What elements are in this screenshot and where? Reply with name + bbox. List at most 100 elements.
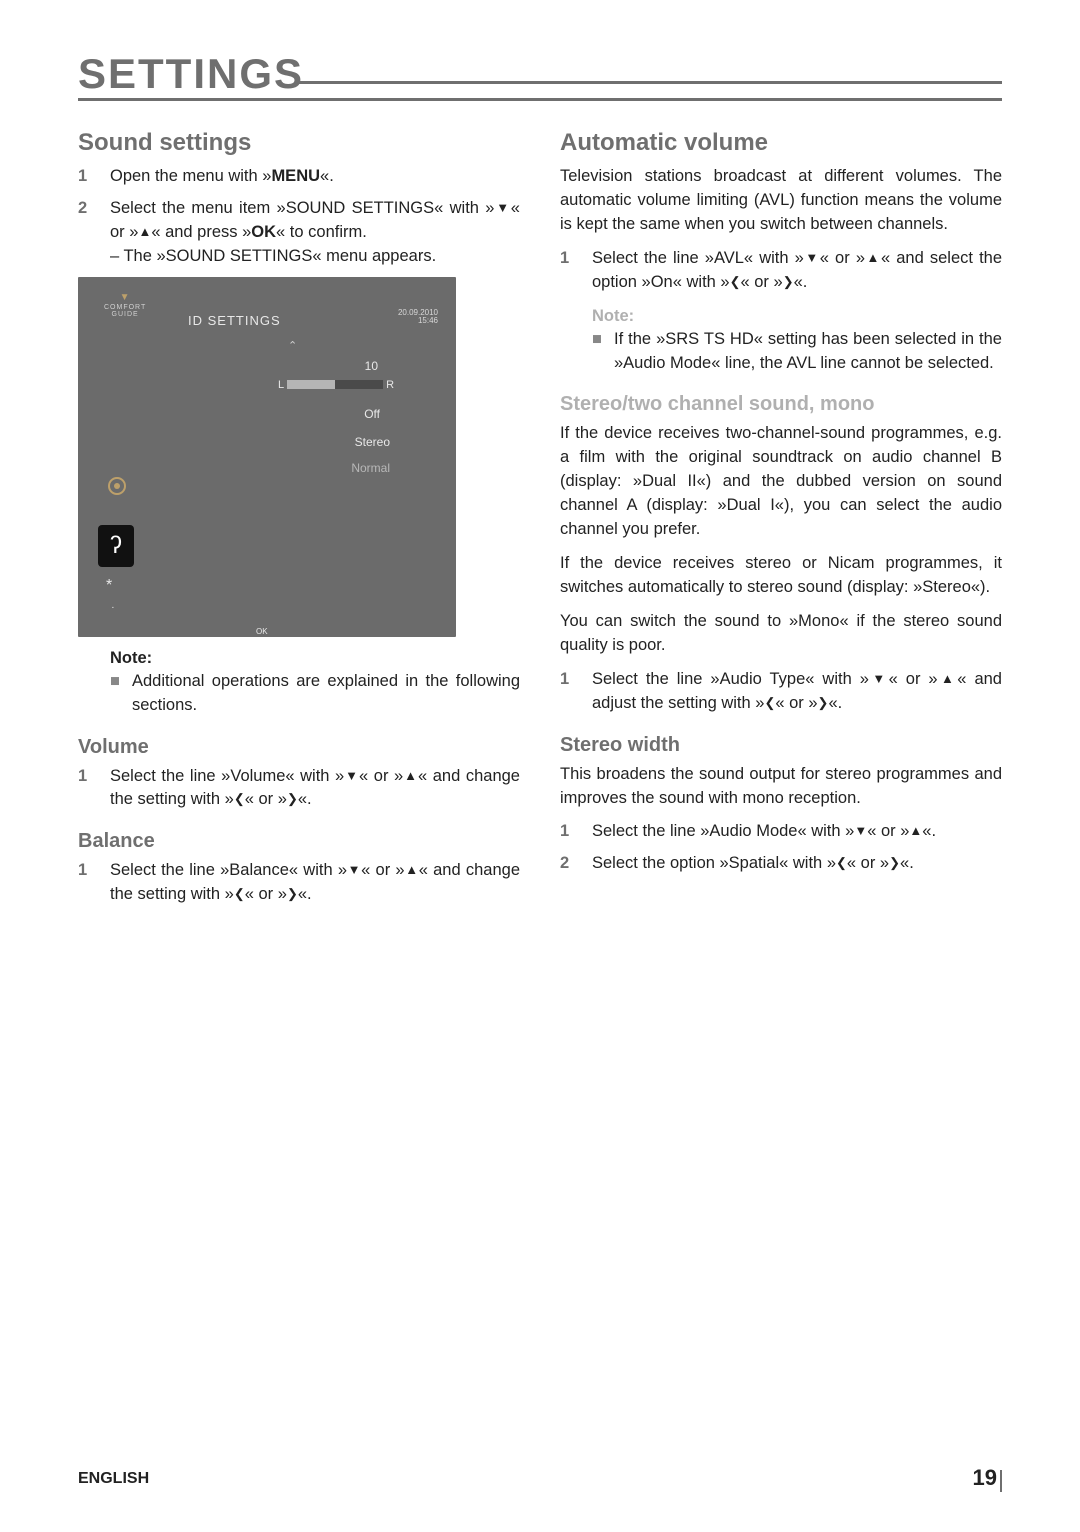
ok-key: OK (251, 223, 276, 241)
footer-language: ENGLISH (78, 1470, 149, 1488)
right-icon: ❯ (783, 274, 794, 289)
text: « or » (847, 854, 889, 872)
step-number: 2 (78, 197, 96, 269)
text: «. (794, 273, 808, 291)
right-icon: ❯ (889, 856, 900, 871)
text: GUIDE (112, 311, 139, 318)
osd-balance-bar: L R (278, 379, 394, 391)
osd-value: Normal (351, 461, 390, 475)
text: « or » (820, 249, 865, 267)
text: «. (900, 854, 914, 872)
stereo-width-heading: Stereo width (560, 734, 1002, 757)
step-number: 1 (78, 859, 96, 907)
up-icon: ▲ (909, 824, 922, 839)
text: 15:46 (418, 316, 438, 325)
right-icon: ❯ (287, 887, 298, 902)
automatic-volume-text: Television stations broadcast at differe… (560, 165, 1002, 237)
text: Select the line »Audio Mode« with » (592, 822, 854, 840)
bullet-icon: ■ (592, 328, 604, 376)
text: «. (298, 885, 312, 903)
right-column: Automatic volume Television stations bro… (560, 129, 1002, 915)
comfort-guide-logo: COMFORT GUIDE (104, 293, 146, 318)
page-title: SETTINGS (78, 50, 1002, 101)
step-number: 1 (560, 820, 578, 844)
right-icon: ❯ (818, 695, 829, 710)
text: Select the line »Volume« with » (110, 767, 344, 785)
osd-header: ID SETTINGS (188, 313, 281, 328)
text: « or » (361, 861, 404, 879)
text: Select the line »Balance« with » (110, 861, 347, 879)
left-icon: ❮ (836, 856, 847, 871)
stereo-p1: If the device receives two-channel-sound… (560, 422, 1002, 542)
text: «. (922, 822, 936, 840)
step-number: 2 (560, 852, 578, 876)
left-icon: ❮ (234, 792, 245, 807)
down-icon: ▼ (854, 824, 867, 839)
down-icon: ▼ (494, 200, 510, 215)
ear-icon: ʔ (98, 525, 134, 567)
text: Select the line »Audio Type« with » (592, 670, 869, 688)
footer-page-number: 19 (973, 1465, 1002, 1492)
text: « or » (889, 670, 938, 688)
text: « and press » (151, 223, 251, 241)
osd-row-normal: Normal (188, 461, 438, 475)
osd-datetime: 20.09.2010 15:46 (398, 309, 438, 327)
volume-heading: Volume (78, 736, 520, 759)
text: Select the line »AVL« with » (592, 249, 804, 267)
step-body: Select the line »Audio Type« with »▼« or… (592, 668, 1002, 716)
note-text: If the »SRS TS HD« setting has been sele… (614, 328, 1002, 376)
osd-row-stereo: Stereo (188, 435, 438, 449)
text: « to confirm. (276, 223, 367, 241)
text: 20.09.2010 (398, 308, 438, 317)
text: COMFORT (104, 304, 146, 311)
note-label: Note: (592, 307, 1002, 326)
step-select-sound: 2 Select the menu item »SOUND SETTINGS« … (78, 197, 520, 269)
note-bullet: ■ Additional operations are explained in… (110, 670, 520, 718)
balance-r: R (386, 379, 394, 391)
step-avl: 1 Select the line »AVL« with »▼« or »▲« … (560, 247, 1002, 295)
step-number: 1 (78, 765, 96, 813)
step-volume: 1 Select the line »Volume« with »▼« or »… (78, 765, 520, 813)
osd-row-off: Off (188, 407, 438, 421)
caret-up-icon: ⌃ (288, 339, 297, 352)
step-spatial: 2 Select the option »Spatial« with »❮« o… (560, 852, 1002, 876)
up-icon: ▲ (138, 224, 151, 239)
stereo-p3: You can switch the sound to »Mono« if th… (560, 610, 1002, 658)
step-body: Select the line »Balance« with »▼« or »▲… (110, 859, 520, 907)
page-number: 19 (973, 1465, 997, 1490)
note-label: Note: (110, 649, 520, 668)
note-text: Additional operations are explained in t… (132, 670, 520, 718)
down-icon: ▼ (869, 671, 889, 686)
right-icon: ❯ (287, 792, 298, 807)
step-body: Select the line »AVL« with »▼« or »▲« an… (592, 247, 1002, 295)
step-body: Open the menu with »MENU«. (110, 165, 520, 189)
left-icon: ❮ (234, 887, 245, 902)
star-icon: * . (106, 577, 114, 613)
text: Select the option »Spatial« with » (592, 854, 836, 872)
left-icon: ❮ (730, 274, 741, 289)
step-body: Select the option »Spatial« with »❮« or … (592, 852, 1002, 876)
page-footer: ENGLISH 19 (78, 1465, 1002, 1492)
left-column: Sound settings 1 Open the menu with »MEN… (78, 129, 520, 915)
up-icon: ▲ (938, 671, 958, 686)
up-icon: ▲ (865, 250, 881, 265)
up-icon: ▲ (403, 768, 418, 783)
text: «. (320, 167, 334, 185)
step-number: 1 (560, 668, 578, 716)
sound-settings-heading: Sound settings (78, 129, 520, 157)
osd-value: 10 (365, 359, 378, 373)
text: «. (828, 694, 842, 712)
step-number: 1 (560, 247, 578, 295)
step-open-menu: 1 Open the menu with »MENU«. (78, 165, 520, 189)
osd-row-volume: 10 (188, 359, 438, 373)
text: « or » (359, 767, 403, 785)
menu-key: MENU (271, 167, 320, 185)
stereo-p2: If the device receives stereo or Nicam p… (560, 552, 1002, 600)
text: Open the menu with » (110, 167, 271, 185)
down-icon: ▼ (347, 863, 361, 878)
step-body: Select the line »Audio Mode« with »▼« or… (592, 820, 1002, 844)
text: « or » (775, 694, 817, 712)
step-body: Select the menu item »SOUND SETTINGS« wi… (110, 197, 520, 269)
text: « or » (741, 273, 783, 291)
balance-heading: Balance (78, 830, 520, 853)
